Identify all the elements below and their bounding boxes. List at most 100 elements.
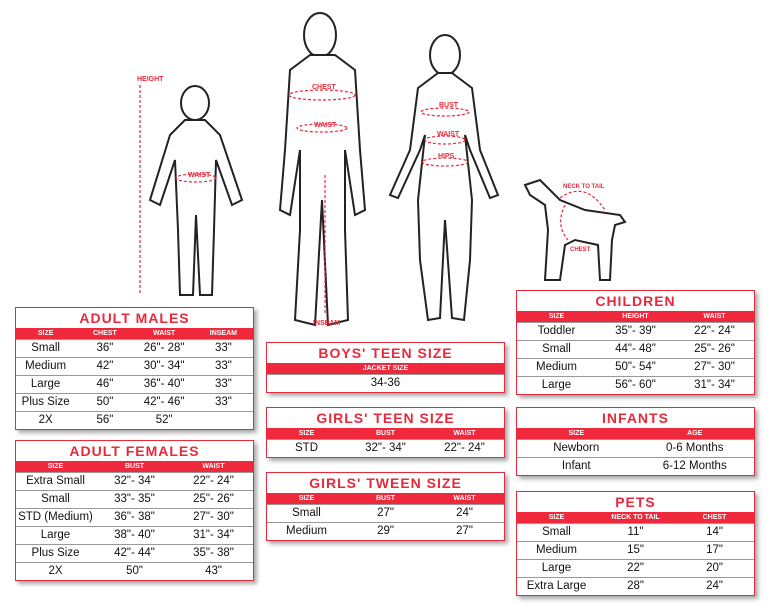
measure-lines — [139, 85, 606, 315]
table-row: 2X 56" 52" — [16, 411, 253, 429]
table-row: 34-36 — [267, 374, 504, 392]
column-header: WAIST — [703, 313, 726, 320]
table-cell: 56" — [96, 414, 114, 426]
table-cell: 2X — [48, 565, 63, 577]
table-cell: 22" — [627, 562, 644, 574]
table-cell: 25"- 26" — [193, 493, 234, 505]
table-cell: Medium — [286, 525, 327, 537]
table-cell: 43" — [205, 565, 222, 577]
table-cell: 46" — [96, 378, 114, 390]
column-header: SIZE — [298, 430, 315, 437]
table-title: INFANTS — [602, 410, 669, 426]
table-cell: 33" — [214, 360, 232, 372]
table-title: GIRLS' TWEEN SIZE — [309, 475, 462, 491]
table-cell: Plus Size — [21, 396, 70, 408]
table-cell: Small — [41, 493, 70, 505]
table-cell: 27" — [456, 525, 473, 537]
table-header: SIZE NECK TO TAIL CHEST — [517, 512, 754, 523]
table-cell: 28" — [627, 580, 644, 592]
table-cell: 36"- 38" — [114, 511, 155, 523]
table-cell: 50" — [96, 396, 114, 408]
column-header: CHEST — [93, 330, 117, 337]
table-cell: 24" — [456, 507, 473, 519]
girls-tween-table: GIRLS' TWEEN SIZE SIZE BUST WAIST Small 27" 24… — [266, 472, 505, 541]
table-cell: Large — [541, 562, 572, 574]
table-row: Plus Size 50" 42"- 46" 33" — [16, 393, 253, 411]
boys-teen-table: BOYS' TEEN SIZE JACKET SIZE 34-36 — [266, 342, 505, 393]
table-header: SIZE BUST WAIST — [267, 428, 504, 439]
table-cell: 33" — [214, 378, 232, 390]
table-cell: 0-6 Months — [665, 442, 724, 454]
table-cell: 15" — [627, 544, 644, 556]
table-cell: 20" — [706, 562, 723, 574]
table-cell: Small — [31, 342, 60, 354]
table-cell: 27"- 30" — [193, 511, 234, 523]
table-cell: 33" — [214, 342, 232, 354]
table-cell: 34-36 — [370, 377, 401, 389]
table-cell: Extra Large — [526, 580, 587, 592]
table-row: Large 38"- 40" 31"- 34" — [16, 526, 253, 544]
table-row: Extra Small 32"- 34" 22"- 24" — [16, 472, 253, 490]
table-row: Small 11" 14" — [517, 523, 754, 541]
column-header: WAIST — [453, 495, 476, 502]
height-label: HEIGHT — [137, 76, 164, 83]
table-cell: 26"- 28" — [143, 342, 185, 354]
column-header: NECK TO TAIL — [611, 514, 660, 521]
table-title: ADULT FEMALES — [69, 443, 200, 459]
column-header: INSEAM — [209, 330, 237, 337]
table-row: Extra Large 28" 24" — [517, 577, 754, 595]
table-row: STD (Medium) 36"- 38" 27"- 30" — [16, 508, 253, 526]
column-header: SIZE — [548, 313, 565, 320]
table-cell: 14" — [706, 526, 723, 538]
table-cell: 22"- 24" — [694, 325, 735, 337]
girls-teen-table: GIRLS' TEEN SIZE SIZE BUST WAIST STD 32"- 34"… — [266, 407, 505, 458]
table-cell: Plus Size — [31, 547, 80, 559]
table-cell: Small — [542, 526, 571, 538]
table-title: GIRLS' TEEN SIZE — [316, 410, 455, 426]
table-cell — [194, 412, 253, 429]
table-cell: 36" — [96, 342, 114, 354]
table-row: Large 46" 36"- 40" 33" — [16, 375, 253, 393]
dog-chest-label: CHEST — [570, 247, 591, 253]
table-cell: STD (Medium) — [18, 511, 93, 523]
chest-label: CHEST — [312, 84, 336, 91]
table-cell: 42" — [96, 360, 114, 372]
table-row: Newborn 0-6 Months — [517, 439, 754, 457]
dog-figure — [523, 178, 627, 281]
table-cell: 31"- 34" — [193, 529, 234, 541]
table-cell: Toddler — [537, 325, 576, 337]
table-cell: Small — [292, 507, 321, 519]
table-cell: 6-12 Months — [662, 460, 727, 472]
table-cell: 35"- 39" — [615, 325, 656, 337]
table-cell: 22"- 24" — [444, 442, 485, 454]
table-cell: Medium — [536, 544, 577, 556]
table-cell: 25"- 26" — [694, 343, 735, 355]
table-header: SIZE CHEST WAIST INSEAM — [16, 328, 253, 339]
table-cell: 32"- 34" — [114, 475, 155, 487]
child-figure — [148, 85, 244, 296]
table-cell: 56"- 60" — [615, 379, 656, 391]
table-row: Medium 42" 30"- 34" 33" — [16, 357, 253, 375]
table-title: BOYS' TEEN SIZE — [318, 345, 453, 361]
table-cell: 27" — [377, 507, 394, 519]
table-cell: 11" — [627, 526, 644, 538]
infants-table: INFANTS SIZE AGE Newborn 0-6 Months Infant 6-1… — [516, 407, 755, 476]
table-row: Toddler 35"- 39" 22"- 24" — [517, 322, 754, 340]
table-cell: 30"- 34" — [143, 360, 185, 372]
woman-figure — [388, 34, 500, 322]
table-title: ADULT MALES — [79, 310, 190, 326]
table-cell: 24" — [706, 580, 723, 592]
table-cell: 42"- 44" — [114, 547, 155, 559]
table-cell: 35"- 38" — [193, 547, 234, 559]
table-row: Large 22" 20" — [517, 559, 754, 577]
table-cell: 36"- 40" — [143, 378, 185, 390]
table-row: Large 56"- 60" 31"- 34" — [517, 376, 754, 394]
adult-males-table: ADULT MALES SIZE CHEST WAIST INSEAM Small 36" 2… — [15, 307, 254, 430]
table-cell: 31"- 34" — [694, 379, 735, 391]
table-row: Medium 15" 17" — [517, 541, 754, 559]
table-cell: Medium — [25, 360, 67, 372]
children-table: CHILDREN SIZE HEIGHT WAIST Toddler 35"- 39" 22… — [516, 290, 755, 395]
column-header: SIZE — [548, 514, 565, 521]
table-row: Small 33"- 35" 25"- 26" — [16, 490, 253, 508]
column-header: WAIST — [153, 330, 176, 337]
